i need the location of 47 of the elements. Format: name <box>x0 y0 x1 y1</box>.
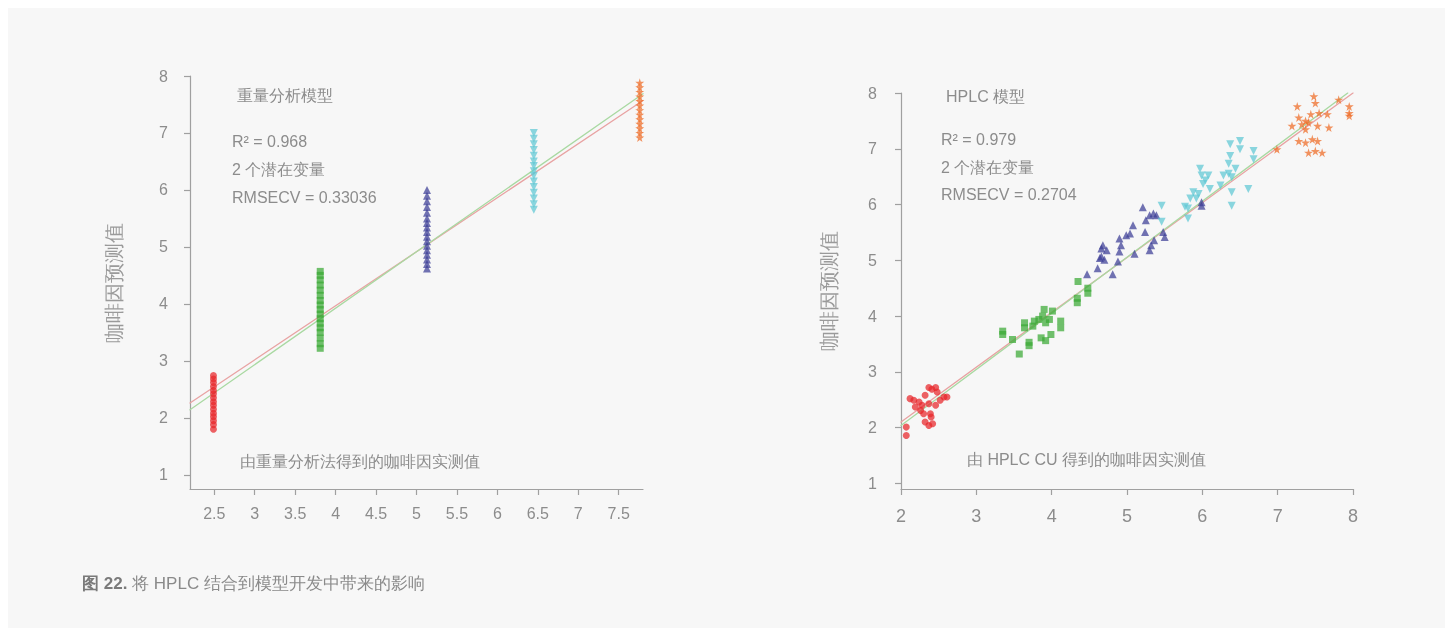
x-tick-label: 5 <box>412 504 422 522</box>
y-tick-label: 5 <box>159 238 169 256</box>
y-tick-label: 1 <box>868 474 878 492</box>
x-tick-label: 6.5 <box>526 504 550 522</box>
x-tick-label: 4 <box>331 504 341 522</box>
y-tick-label: 7 <box>159 124 169 142</box>
annotation: RMSECV = 0.33036 <box>232 188 377 206</box>
y-tick-label: 5 <box>868 251 878 269</box>
x-tick-label: 7.5 <box>607 504 630 522</box>
y-tick-label: 4 <box>868 307 878 325</box>
y-tick-label: 8 <box>159 67 169 85</box>
annotation: R² = 0.968 <box>232 132 308 150</box>
x-axis-title: 由 HPLC CU 得到的咖啡因实测值 <box>966 450 1207 468</box>
y-tick-label: 6 <box>159 181 169 199</box>
y-tick-label: 1 <box>159 466 169 484</box>
x-tick-label: 5.5 <box>445 504 469 522</box>
x-tick-label: 4 <box>1046 506 1057 526</box>
x-tick-label: 5 <box>1121 506 1133 526</box>
annotation: 2 个潜在变量 <box>941 158 1035 176</box>
x-tick-label: 4.5 <box>364 504 388 522</box>
annotation: R² = 0.979 <box>941 130 1017 148</box>
text: 重量分析模型 <box>237 86 333 104</box>
annotation: 2 个潜在变量 <box>232 160 326 178</box>
chart-title: HPLC 模型 <box>946 87 1026 105</box>
x-tick-label: 6 <box>492 504 502 522</box>
y-tick-label: 6 <box>868 196 878 214</box>
x-tick-label: 3.5 <box>284 504 307 522</box>
y-axis-title: 咖啡因预测值 <box>103 222 125 343</box>
x-axis-title: 由重量分析法得到的咖啡因实测值 <box>240 452 480 470</box>
y-tick-label: 4 <box>159 295 169 313</box>
y-tick-label: 7 <box>868 140 878 158</box>
x-tick-label: 8 <box>1347 506 1359 526</box>
y-tick-label: 2 <box>159 409 169 427</box>
x-tick-label: 3 <box>971 506 982 526</box>
x-tick-label: 7 <box>1272 506 1283 526</box>
x-tick-label: 3 <box>250 504 260 522</box>
y-tick-label: 3 <box>159 352 169 370</box>
y-tick-label: 8 <box>868 84 878 102</box>
y-tick-label: 3 <box>868 363 878 381</box>
x-tick-label: 2 <box>895 506 907 526</box>
annotation: RMSECV = 0.2704 <box>941 185 1077 203</box>
x-tick-label: 6 <box>1197 506 1208 526</box>
x-tick-label: 2.5 <box>203 504 226 522</box>
y-tick-label: 2 <box>868 419 878 437</box>
y-axis-title: 咖啡因预测值 <box>818 231 840 351</box>
x-tick-label: 7 <box>573 504 583 522</box>
text: 图 22. 将 HPLC 结合到模型开发中带来的影响 <box>82 573 425 595</box>
